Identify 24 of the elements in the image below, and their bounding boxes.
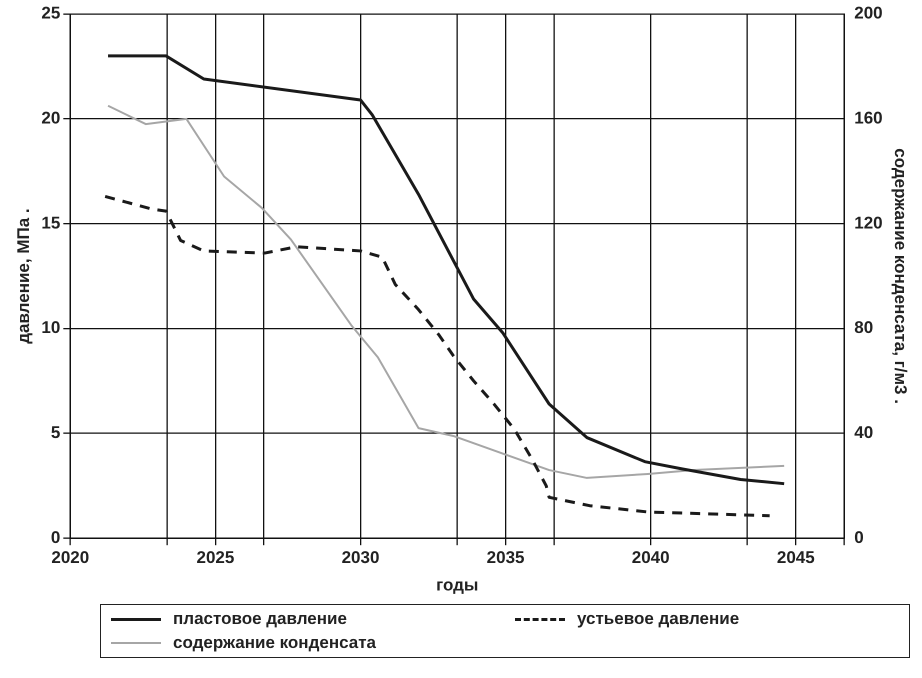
y-tick-label: 0 <box>50 528 60 547</box>
x-axis-title: годы <box>436 575 478 594</box>
y2-tick-label: 40 <box>854 423 874 442</box>
legend-label: устьевое давление <box>577 609 740 629</box>
y2-axis-title: содержание конденсата, г/м3 . <box>891 148 910 404</box>
y-tick-label: 25 <box>41 4 60 23</box>
y2-tick-label: 160 <box>854 108 883 128</box>
x-tick-label: 2040 <box>632 548 670 568</box>
y2-tick-label: 0 <box>854 528 864 547</box>
x-tick-label: 2035 <box>486 548 525 568</box>
x-tick-label: 2025 <box>196 548 234 568</box>
y2-tick-label: 200 <box>854 4 883 23</box>
y-axis-title: давление, МПа . <box>14 208 33 344</box>
x-tick-label: 2030 <box>342 548 380 568</box>
y-tick-label: 20 <box>41 108 60 128</box>
x-tick-label: 2020 <box>51 548 90 568</box>
legend-label: содержание конденсата <box>173 633 376 653</box>
y2-tick-label: 120 <box>854 213 883 232</box>
y-tick-label: 5 <box>50 423 60 442</box>
y-tick-label: 15 <box>41 213 60 232</box>
y2-tick-label: 80 <box>854 318 874 338</box>
x-tick-label: 2045 <box>776 548 815 568</box>
y-tick-label: 10 <box>41 318 60 338</box>
legend-label: пластовое давление <box>173 609 347 629</box>
